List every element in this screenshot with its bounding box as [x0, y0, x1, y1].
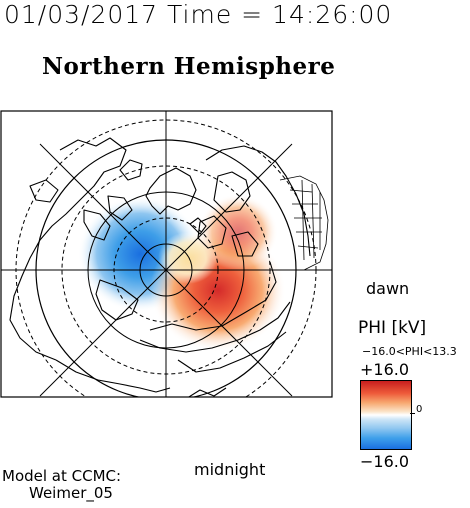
model-credit-line1: Model at CCMC:	[2, 467, 122, 485]
midnight-label: midnight	[194, 460, 266, 479]
colorbar-min-label: −16.0	[360, 452, 410, 471]
plot-frame	[0, 110, 333, 398]
colorbar-range: −16.0<PHI<13.3	[362, 345, 457, 358]
plot-title: Northern Hemisphere	[42, 53, 336, 80]
datetime-label: 01/03/2017 Time = 14:26:00	[4, 0, 393, 29]
colorbar-title: PHI [kV]	[358, 318, 427, 338]
positive-cell-upper	[198, 194, 278, 270]
dawn-label: dawn	[366, 279, 410, 298]
coastlines	[9, 137, 311, 397]
coastline-detail	[279, 175, 329, 271]
colorbar	[360, 380, 412, 450]
model-credit-line2: Weimer_05	[29, 484, 113, 502]
colorbar-zero-tick	[410, 413, 415, 414]
colorbar-max-label: +16.0	[360, 360, 410, 379]
colorbar-zero-label: 0	[416, 404, 423, 415]
polar-potential-map	[0, 110, 333, 398]
meridian-line	[39, 143, 293, 397]
